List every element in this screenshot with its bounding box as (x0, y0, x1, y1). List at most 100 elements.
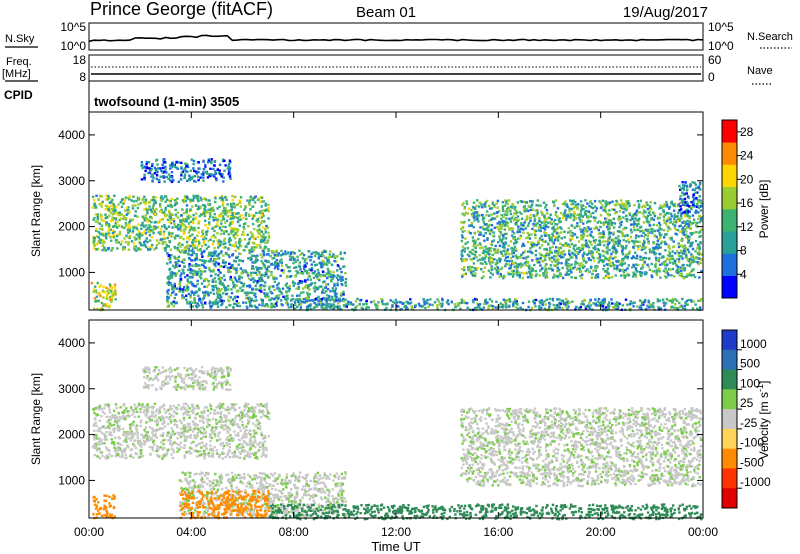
echo-cell (128, 235, 132, 238)
echo-cell (472, 257, 475, 260)
echo-cell (308, 288, 311, 291)
echo-cell (674, 303, 677, 306)
echo-cell (332, 308, 335, 311)
echo-cell (658, 263, 662, 266)
echo-cell (632, 225, 636, 229)
echo-cell (559, 211, 563, 215)
echo-cell (675, 221, 678, 224)
echo-cell (678, 219, 681, 222)
echo-cell (222, 242, 225, 246)
echo-cell (697, 299, 700, 302)
echo-cell (684, 233, 688, 236)
echo-cell (530, 306, 534, 309)
echo-cell (306, 305, 310, 308)
echo-cell (529, 208, 532, 212)
echo-cell (320, 265, 323, 269)
echo-cell (159, 228, 162, 231)
echo-cell (229, 161, 232, 164)
echo-cell (537, 226, 540, 229)
echo-cell (664, 271, 667, 274)
echo-cell (107, 206, 111, 210)
echo-cell (580, 207, 583, 211)
echo-cell (251, 291, 254, 294)
echo-cell (143, 219, 146, 222)
echo-cell (691, 214, 695, 217)
echo-cell (512, 251, 515, 255)
echo-cell (497, 303, 501, 307)
echo-cell (132, 226, 135, 230)
echo-cell (293, 252, 296, 255)
echo-cell (207, 161, 210, 164)
echo-cell (499, 239, 502, 242)
echo-cell (557, 232, 560, 235)
echo-cell (331, 277, 334, 280)
echo-cell (167, 296, 171, 299)
echo-cell (580, 209, 583, 213)
echo-cell (260, 205, 263, 208)
echo-cell (584, 239, 588, 242)
echo-cell (110, 300, 113, 304)
echo-cell (197, 304, 201, 307)
echo-cell (700, 253, 703, 256)
echo-cell (248, 296, 251, 299)
echo-cell (192, 167, 195, 170)
echo-cell (187, 197, 190, 201)
echo-cell (267, 209, 270, 213)
echo-cell (224, 207, 227, 210)
echo-cell (260, 213, 263, 217)
echo-cell (482, 302, 486, 306)
echo-cell (625, 226, 628, 230)
echo-cell (621, 304, 624, 307)
echo-cell (464, 237, 467, 240)
echo-cell (229, 232, 233, 235)
echo-cell (198, 258, 201, 262)
echo-cell (490, 223, 494, 227)
echo-cell (507, 263, 510, 266)
echo-cell (189, 177, 192, 180)
echo-cell (615, 266, 619, 269)
echo-cell (258, 216, 261, 220)
echo-cell (266, 270, 269, 273)
echo-cell (692, 258, 695, 261)
echo-cell (365, 302, 368, 306)
echo-cell (169, 261, 172, 264)
echo-cell (643, 239, 646, 242)
echo-cell (507, 253, 510, 256)
echo-cell (513, 236, 516, 239)
echo-cell (140, 161, 144, 164)
echo-cell (223, 261, 227, 264)
echo-cell (167, 231, 171, 234)
echo-cell (255, 211, 258, 215)
echo-cell (231, 222, 234, 225)
echo-cell (262, 200, 266, 203)
echo-cell (680, 231, 684, 234)
echo-cell (562, 255, 565, 259)
echo-cell (252, 248, 256, 252)
echo-cell (137, 230, 141, 233)
echo-cell (169, 282, 172, 285)
echo-cell (543, 220, 546, 223)
echo-cell (643, 300, 647, 303)
echo-cell (166, 236, 169, 240)
echo-cell (686, 248, 690, 251)
echo-cell (558, 254, 561, 258)
echo-cell (670, 274, 673, 277)
echo-cell (683, 267, 687, 270)
echo-cell (490, 259, 493, 262)
echo-cell (206, 172, 209, 176)
echo-cell (622, 238, 625, 242)
echo-cell (355, 305, 359, 308)
echo-cell (587, 226, 590, 229)
echo-cell (457, 304, 460, 307)
echo-cell (242, 233, 246, 236)
echo-cell (667, 226, 670, 229)
echo-cell (154, 169, 158, 172)
echo-cell (272, 285, 275, 288)
echo-cell (210, 274, 213, 278)
echo-cell (597, 228, 600, 232)
echo-cell (121, 198, 124, 201)
echo-cell (692, 268, 695, 271)
echo-cell (168, 199, 171, 202)
echo-cell (506, 224, 509, 228)
echo-cell (255, 288, 259, 291)
